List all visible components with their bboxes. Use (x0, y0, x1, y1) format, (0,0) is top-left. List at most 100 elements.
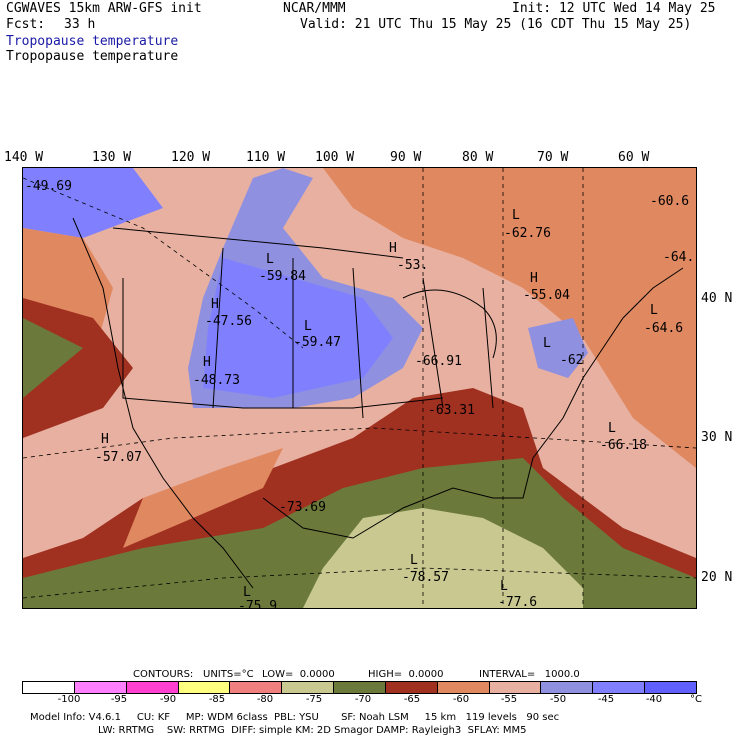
colorbar-tick: -40 (645, 694, 663, 705)
model-title: CGWAVES 15km ARW-GFS init (6, 1, 202, 16)
model-info-line: Model Info: V4.6.1 CU: KF MP: WDM 6class… (30, 712, 560, 723)
label-value: -77.6 (498, 595, 537, 609)
colorbar-tick: -90 (159, 694, 177, 705)
graticule-line (23, 567, 696, 599)
label-low: L (543, 336, 551, 351)
colorbar-tick: -60 (452, 694, 470, 705)
lon-label: 130 W (92, 150, 132, 165)
label-value: -73.69 (279, 500, 326, 515)
cold-region-mid-atlantic (528, 318, 588, 378)
west-coastline (72, 217, 254, 589)
lon-label: 80 W (462, 150, 494, 165)
field-title: Tropopause temperature (6, 49, 179, 64)
colorbar-swatch (385, 682, 438, 693)
label-high: H (530, 271, 538, 286)
colorbar-swatch (230, 682, 283, 693)
colorbar-unit: °C (690, 694, 702, 705)
physics-info-line: LW: RRTMG SW: RRTMG DIFF: simple KM: 2D … (98, 725, 527, 736)
label-value: -59.47 (294, 335, 341, 350)
colorbar-swatch (126, 682, 179, 693)
coastlines (72, 217, 684, 589)
colorbar-swatch (334, 682, 386, 693)
cold-region-northwest (23, 168, 163, 238)
label-value: -55.04 (523, 288, 570, 303)
colorbar-swatch (593, 682, 646, 693)
label-value: -62.76 (504, 226, 551, 241)
label-low: L (304, 319, 312, 334)
label-value: -66.91 (415, 354, 462, 369)
colorbar-tick: -85 (208, 694, 226, 705)
label-low: L (266, 252, 274, 267)
colorbar-tick: -65 (403, 694, 421, 705)
label-value: -64.6 (644, 321, 683, 336)
label-value: -53. (397, 258, 428, 273)
tan-region-gulf (303, 508, 583, 608)
colorbar-tick: -55 (500, 694, 518, 705)
coldest-region-pacific (23, 318, 83, 398)
label-value: -62 (560, 353, 583, 368)
gulf-atlantic-coastline (262, 267, 684, 539)
state-boundaries (212, 247, 494, 419)
canada-border (112, 227, 404, 259)
cold-region-plains-inner (203, 258, 393, 398)
lon-label: 90 W (390, 150, 422, 165)
label-low: L (410, 553, 418, 568)
label-value: -47.56 (205, 314, 252, 329)
label-value: -57.07 (95, 450, 142, 465)
low-label: LOW= 0.0000 (262, 669, 335, 680)
colorbar-tick: -95 (110, 694, 128, 705)
great-lakes (402, 289, 497, 359)
label-low: L (243, 585, 251, 600)
colorbar-tick: -45 (597, 694, 615, 705)
label-value: -75.9 (238, 599, 277, 609)
warm-region-northeast (323, 168, 696, 468)
graticule-line (23, 177, 304, 349)
lat-label: 40 N (701, 291, 733, 306)
field-title-blue: Tropopause temperature (6, 34, 179, 49)
label-value: -63.31 (428, 403, 475, 418)
high-label: HIGH= 0.0000 (368, 669, 444, 680)
colorbar-swatch (437, 682, 490, 693)
label-low: L (650, 303, 658, 318)
colorbar-tick: -75 (305, 694, 323, 705)
label-value: -60.6 (650, 194, 689, 209)
forecast-hour: 33 h (64, 17, 96, 32)
units-label: UNITS=°C (203, 669, 254, 680)
colorbar-tick: -80 (256, 694, 274, 705)
tropopause-temperature-map: -49.69 L -59.84 H -53. L -62.76 -60.6 H … (22, 167, 697, 609)
label-high: H (389, 241, 397, 256)
label-high: H (203, 355, 211, 370)
lon-label: 100 W (315, 150, 355, 165)
lat-label: 30 N (701, 430, 733, 445)
label-low: L (608, 421, 616, 436)
contours-label: CONTOURS: (133, 669, 194, 680)
colorbar-tick: -50 (549, 694, 567, 705)
colorbar-swatch (645, 682, 696, 693)
colorbar-swatch (23, 682, 75, 693)
label-value: -48.73 (193, 373, 240, 388)
colorbar-swatch (489, 682, 542, 693)
label-value: -49.69 (25, 179, 72, 194)
label-high: H (101, 432, 109, 447)
lon-label: 140 W (4, 150, 44, 165)
graticule-line (23, 427, 696, 459)
lon-label: 60 W (618, 150, 650, 165)
colorbar-swatch (74, 682, 127, 693)
label-value: -59.84 (259, 269, 306, 284)
label-value: -66.18 (600, 438, 647, 453)
colorbar-tick: -100 (57, 694, 81, 705)
lon-label: 110 W (246, 150, 286, 165)
colorbar-swatch (178, 682, 231, 693)
interval-label: INTERVAL= 1000.0 (479, 669, 580, 680)
organization: NCAR/MMM (283, 1, 346, 16)
init-time: Init: 12 UTC Wed 14 May 25 (512, 1, 716, 16)
state-lines (122, 278, 444, 409)
valid-time: Valid: 21 UTC Thu 15 May 25 (16 CDT Thu … (300, 17, 692, 32)
lat-label: 20 N (701, 570, 733, 585)
graticule-line (422, 168, 584, 608)
label-low: L (500, 579, 508, 594)
label-value: -64. (663, 250, 694, 265)
colorbar-swatch (282, 682, 335, 693)
colorbar-swatch (541, 682, 594, 693)
label-value: -78.57 (402, 570, 449, 585)
